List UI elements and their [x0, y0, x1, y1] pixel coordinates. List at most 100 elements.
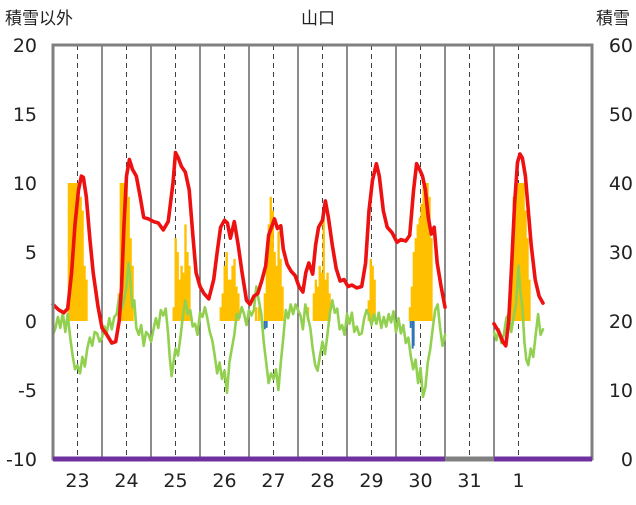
series-lines [51, 150, 545, 399]
x-tick-label: 25 [163, 470, 187, 492]
right-tick-label: 50 [609, 104, 633, 126]
right-tick-label: 10 [609, 380, 633, 402]
x-tick-label: 27 [261, 470, 285, 492]
precip-bar [231, 265, 234, 321]
precip-bar [184, 224, 187, 321]
plot-frame [51, 43, 594, 462]
precip-bar [279, 258, 282, 321]
precip-bar [254, 307, 258, 321]
precip-bar [524, 210, 527, 321]
x-tick-label: 29 [359, 470, 383, 492]
precip-bar [83, 265, 86, 321]
temperature-line [51, 150, 447, 345]
chart-title: 山口 [301, 9, 335, 29]
precip-bar [229, 279, 232, 321]
precip-bar [424, 183, 427, 321]
precip-bar [322, 210, 325, 321]
left-tick-label: 5 [25, 242, 37, 264]
precip-bar [119, 183, 122, 321]
precip-bar [426, 183, 429, 321]
precip-bar [265, 265, 269, 321]
precip-bar [79, 196, 82, 321]
right-tick-label: 40 [609, 173, 633, 195]
precip-bar [77, 196, 80, 321]
precip-bar [412, 252, 416, 321]
precip-bar [528, 279, 531, 321]
left-tick-label: -10 [6, 449, 37, 471]
precip-bar [188, 265, 191, 321]
right-axis-label: 積雪 [596, 9, 630, 29]
precip-bar [267, 224, 270, 321]
temperature-line [492, 152, 545, 348]
precip-bar [178, 279, 181, 321]
precip-bar [510, 279, 514, 321]
precip-bar [328, 293, 331, 321]
precip-negative-bar [265, 321, 268, 328]
precip-bar [277, 231, 280, 321]
precip-bar [418, 217, 421, 321]
x-tick-label: 1 [512, 470, 524, 492]
precip-bar [127, 196, 130, 321]
left-tick-label: 20 [13, 35, 37, 57]
precip-bar [273, 252, 276, 321]
precip-bar [223, 265, 226, 321]
precip-bar [172, 307, 175, 321]
axis-labels: 積雪以外 山口 積雪 -10 -5 0 5 10 15 20 0 10 20 30 40 50 60 23 2… [5, 9, 633, 492]
precip-bar [371, 265, 374, 321]
precip-bar [186, 252, 189, 321]
precip-bar [269, 196, 272, 321]
x-tick-label: 30 [408, 470, 432, 492]
left-tick-label: 15 [13, 104, 37, 126]
precip-bar [316, 286, 319, 321]
precip-bar [75, 183, 78, 321]
precip-bar [416, 224, 419, 321]
left-tick-label: 10 [13, 173, 37, 195]
x-tick-label: 28 [310, 470, 334, 492]
precip-bar [414, 238, 417, 321]
precip-bar [227, 279, 230, 321]
precip-bar [518, 183, 521, 321]
precip-bar [514, 183, 517, 321]
precip-bar [237, 293, 240, 321]
precip-bar [369, 258, 372, 321]
precip-bar [263, 293, 267, 321]
left-axis-label: 積雪以外 [5, 9, 73, 29]
precip-bar [320, 272, 323, 321]
precip-bar [69, 183, 73, 321]
precip-negative-bar [412, 321, 415, 346]
precip-bar [219, 307, 222, 321]
right-tick-label: 60 [609, 35, 633, 57]
precip-bar [125, 183, 128, 321]
precip-bar [257, 307, 261, 321]
precip-bar [235, 286, 238, 321]
precip-bar [522, 183, 525, 321]
right-tick-label: 0 [621, 449, 633, 471]
x-tick-label: 31 [457, 470, 481, 492]
precip-negative-bar [409, 321, 412, 328]
right-tick-label: 20 [609, 311, 633, 333]
precip-bar [430, 238, 433, 321]
precip-bar [281, 286, 284, 321]
precip-bar [410, 286, 414, 321]
x-tick-label: 26 [212, 470, 236, 492]
precip-bar [233, 258, 236, 321]
precip-bar [81, 210, 84, 321]
right-tick-label: 30 [609, 242, 633, 264]
precip-bar [318, 265, 321, 321]
x-tick-label: 23 [65, 470, 89, 492]
precip-bar [221, 293, 224, 321]
precip-bar [420, 203, 423, 321]
precip-bar [324, 279, 327, 321]
precip-negative-bar [263, 321, 266, 330]
precip-bar [516, 183, 519, 321]
precip-bar [176, 252, 179, 321]
precip-bar [314, 279, 318, 321]
x-tick-label: 24 [114, 470, 138, 492]
precip-bar [428, 196, 431, 321]
precip-bar [520, 183, 523, 321]
left-tick-label: 0 [25, 311, 37, 333]
precip-bar [85, 279, 88, 321]
precip-bar [373, 279, 376, 321]
